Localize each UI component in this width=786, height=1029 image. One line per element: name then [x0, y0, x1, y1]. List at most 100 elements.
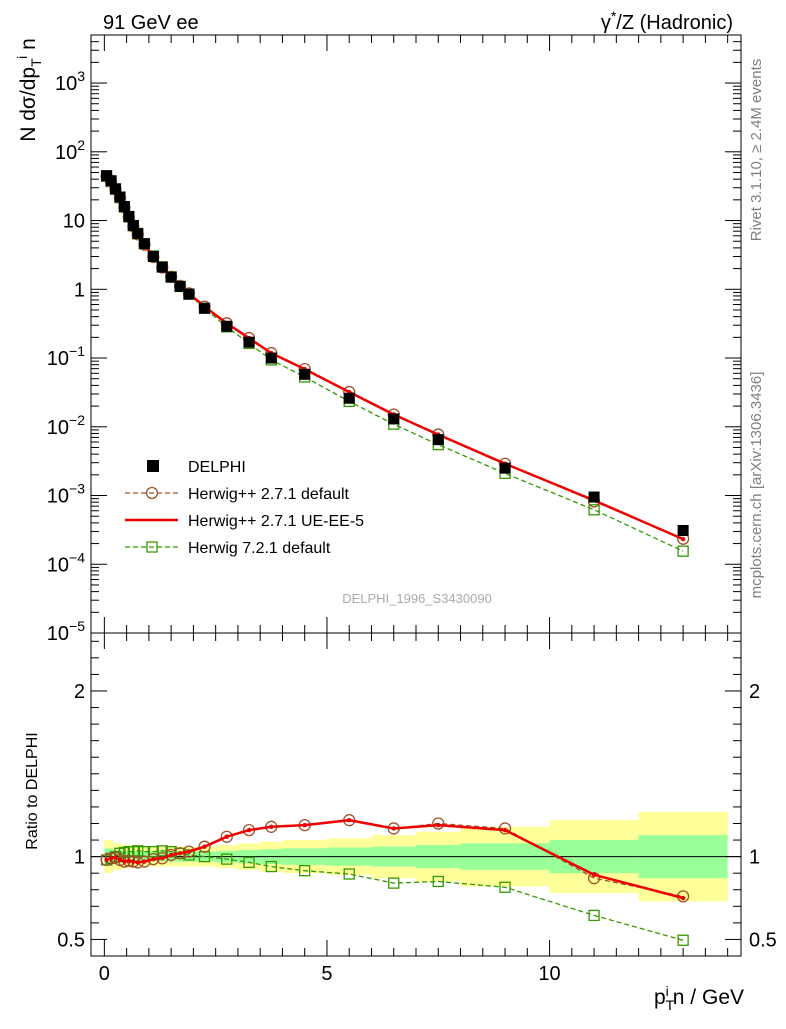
main-point-delphi — [199, 302, 211, 314]
ratio-panel-series — [100, 814, 690, 946]
main-panel-series — [100, 170, 690, 557]
ratio-point-herwig-2-7-1-ue-ee-5 — [104, 857, 109, 863]
ratio-point-herwig-2-7-1-ue-ee-5 — [347, 817, 352, 823]
ratio-point-herwig-2-7-1-ue-ee-5 — [246, 827, 252, 833]
ratio-point-herwig-7-2-1-default — [499, 881, 511, 893]
ratio-y-tick-label: 1 — [74, 847, 85, 869]
main-point-delphi — [132, 227, 144, 239]
y-tick-label: 10−4 — [47, 549, 85, 576]
ratio-point-herwig-2-7-1-ue-ee-5 — [302, 822, 307, 828]
main-point-delphi — [588, 491, 600, 503]
main-point-delphi — [243, 336, 255, 348]
main-line-herwig-2-7-1-default — [106, 175, 684, 540]
watermark-label: DELPHI_1996_S3430090 — [342, 591, 492, 606]
y-tick-label: 103 — [55, 68, 85, 95]
y-tick-base: 10 — [47, 348, 69, 370]
header-right-sup: * — [611, 8, 617, 24]
ratio-point-herwig-2-7-1-ue-ee-5 — [269, 824, 274, 829]
main-point-delphi — [105, 175, 117, 187]
main-line-herwig-2-7-1-ue-ee-5 — [105, 175, 684, 541]
main-point-herwig-7-2-1-default — [677, 545, 689, 557]
main-point-delphi — [165, 271, 177, 283]
ratio-point-herwig-2-7-1-ue-ee-5 — [135, 860, 140, 865]
legend-marker-herwig-7-2-1-default — [146, 541, 158, 553]
y-tick-base: 10 — [47, 623, 69, 645]
legend-label-herwig-2-7-1-default: Herwig++ 2.7.1 default — [188, 486, 350, 503]
ratio-point-herwig-2-7-1-ue-ee-5 — [113, 855, 118, 860]
ratio-point-herwig-7-2-1-default — [147, 845, 159, 858]
ratio-point-herwig-2-7-1-ue-ee-5 — [122, 859, 127, 864]
y-tick-exponent: −4 — [69, 549, 85, 565]
ratio-point-herwig-2-7-1-ue-ee-5 — [202, 844, 207, 849]
y-tick-label: 10 — [63, 211, 85, 233]
ratio-point-herwig-2-7-1-default — [198, 840, 211, 853]
ratio-point-herwig-2-7-1-ue-ee-5 — [224, 834, 229, 839]
ratio-y-tick-label-right: 1 — [749, 847, 760, 869]
main-point-delphi — [388, 413, 400, 425]
y-tick-exponent: −5 — [69, 618, 85, 634]
y-tick-exponent: −3 — [69, 481, 85, 497]
ratio-point-herwig-2-7-1-ue-ee-5 — [436, 822, 441, 828]
y-tick-label: 1 — [74, 279, 85, 301]
main-point-delphi — [677, 524, 689, 536]
mcplots-label: mcplots.cern.ch [arXiv:1306.3436] — [748, 372, 765, 599]
main-point-delphi — [138, 238, 150, 250]
ratio-point-herwig-2-7-1-default — [432, 817, 445, 830]
y-tick-base: 10 — [47, 554, 69, 576]
main-point-delphi — [123, 210, 135, 222]
y-tick-base: 10 — [55, 142, 77, 164]
main-point-delphi — [432, 434, 444, 446]
ratio-point-herwig-7-2-1-default — [343, 868, 355, 880]
x-tick-label: 5 — [321, 963, 332, 985]
ratio-point-herwig-7-2-1-default — [243, 856, 255, 869]
ratio-point-herwig-2-7-1-ue-ee-5 — [177, 851, 183, 856]
y-tick-label: 102 — [55, 137, 85, 164]
main-point-delphi — [147, 250, 159, 262]
main-point-delphi — [114, 191, 126, 203]
legend-label-delphi: DELPHI — [188, 459, 246, 476]
y-tick-label: 10−5 — [47, 618, 85, 645]
legend-marker-delphi — [147, 460, 159, 472]
ratio-y-label: Ratio to DELPHI — [24, 732, 41, 849]
ratio-point-herwig-2-7-1-ue-ee-5 — [126, 858, 132, 863]
main-point-delphi — [156, 261, 168, 273]
ratio-point-herwig-7-2-1-default — [221, 853, 233, 865]
ratio-point-herwig-2-7-1-ue-ee-5 — [131, 859, 136, 864]
y-tick-exponent: 3 — [77, 68, 85, 84]
y-tick-base: 10 — [47, 417, 69, 439]
ratio-panel-axes: 0.5 0.5 1 1 2 2 0 5 10 — [57, 632, 777, 985]
x-tick-label: 0 — [99, 963, 110, 985]
main-point-delphi — [183, 288, 195, 300]
main-point-herwig-2-7-1-ue-ee-5 — [680, 536, 686, 542]
ratio-point-herwig-7-2-1-default — [388, 877, 400, 889]
ratio-point-herwig-7-2-1-default — [132, 845, 144, 857]
ratio-frame — [90, 632, 742, 957]
main-point-delphi — [174, 280, 186, 292]
rivet-label: Rivet 3.1.10, ≥ 2.4M events — [748, 59, 765, 242]
main-point-delphi — [299, 368, 311, 380]
y-tick-exponent: −2 — [69, 412, 85, 428]
legend-marker-herwig-2-7-1-default — [145, 486, 159, 500]
y-tick-label: 10−1 — [47, 343, 85, 370]
main-y-label: N dσ/dpTi n — [14, 38, 44, 142]
ratio-point-herwig-2-7-1-ue-ee-5 — [108, 856, 114, 861]
main-point-delphi — [265, 352, 277, 364]
y-tick-label: 10−2 — [47, 412, 85, 439]
header-right-prefix: γ — [601, 12, 611, 34]
ratio-point-herwig-7-2-1-default — [432, 875, 444, 888]
ratio-y-tick-label-right: 0.5 — [749, 929, 777, 951]
main-point-delphi — [343, 392, 355, 404]
header-left: 91 GeV ee — [103, 12, 199, 34]
main-point-herwig-7-2-1-default — [588, 504, 600, 516]
header-right-suffix: /Z (Hadronic) — [616, 12, 733, 34]
header-right: γ*/Z (Hadronic) — [601, 8, 733, 34]
x-tick-label: 10 — [538, 963, 560, 985]
ratio-y-tick-label-right: 2 — [749, 681, 760, 703]
y-tick-label: 10−3 — [47, 481, 85, 508]
ratio-point-herwig-2-7-1-ue-ee-5 — [186, 849, 192, 854]
ratio-point-herwig-2-7-1-ue-ee-5 — [591, 872, 597, 878]
ratio-point-herwig-2-7-1-ue-ee-5 — [391, 826, 396, 831]
ratio-point-herwig-2-7-1-default — [220, 830, 233, 843]
